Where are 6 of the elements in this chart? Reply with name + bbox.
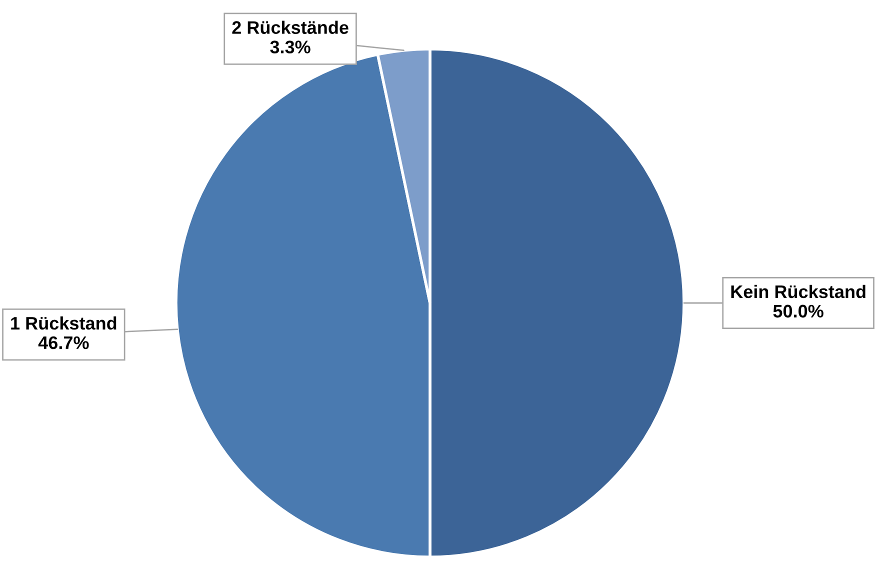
slice-label: 2 Rückstände [232,20,348,34]
data-label: 50.0% [773,304,824,318]
slice-label: 1 Rückstand [11,316,116,330]
slice-label: Kein Rückstand [731,284,866,298]
data-label: 3.3% [270,40,310,54]
data-label: 46.7% [38,336,89,350]
